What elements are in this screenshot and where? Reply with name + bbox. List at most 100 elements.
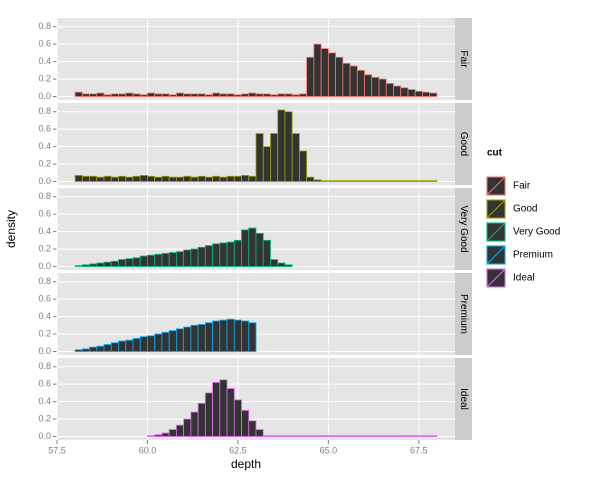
bar <box>277 109 286 182</box>
bar <box>103 261 112 267</box>
legend-key-slash <box>486 222 506 242</box>
bar <box>110 260 119 267</box>
bar <box>110 342 119 352</box>
bar <box>400 180 409 182</box>
bar <box>313 435 322 437</box>
bar <box>212 243 221 267</box>
bar <box>212 175 221 182</box>
bar <box>81 175 90 182</box>
y-tick-label: 0.4 <box>38 311 51 321</box>
bar <box>277 93 286 97</box>
bar <box>299 435 308 437</box>
x-tick-label: 67.5 <box>410 445 428 455</box>
bar <box>204 94 213 97</box>
y-tick-label: 0.8 <box>38 276 51 286</box>
bar <box>161 175 170 182</box>
bar <box>204 392 213 437</box>
bar <box>154 93 163 97</box>
bar <box>219 379 228 437</box>
bar <box>212 382 221 437</box>
bar <box>378 78 387 97</box>
bar <box>110 176 119 182</box>
bar <box>233 94 242 97</box>
bar <box>190 93 199 97</box>
bar <box>400 435 409 437</box>
bar <box>89 175 98 182</box>
bar <box>103 175 112 182</box>
bar <box>284 435 293 437</box>
bar <box>400 87 409 97</box>
bar <box>89 263 98 267</box>
bar <box>154 253 163 267</box>
bar <box>255 429 264 437</box>
legend-label: Premium <box>513 250 553 261</box>
bar <box>233 319 242 352</box>
bar <box>306 176 315 182</box>
legend-key-slash <box>486 268 506 288</box>
bar <box>147 254 156 267</box>
bar <box>74 265 83 267</box>
y-tick-label: 0.0 <box>38 431 51 441</box>
facet-strip <box>455 103 472 185</box>
bar <box>81 348 90 352</box>
bar <box>197 175 206 182</box>
bar <box>118 259 127 267</box>
bar <box>161 432 170 437</box>
bar <box>378 435 387 437</box>
bar <box>313 179 322 182</box>
bar <box>320 48 329 97</box>
y-tick-label: 0.0 <box>38 91 51 101</box>
bar <box>248 92 257 97</box>
bar <box>132 93 141 97</box>
bar <box>262 146 271 182</box>
bar <box>139 175 148 182</box>
bar <box>371 76 380 97</box>
y-tick-label: 0.0 <box>38 176 51 186</box>
bar <box>175 92 185 97</box>
y-tick-label: 0.4 <box>38 141 51 151</box>
bar <box>139 255 148 267</box>
bar <box>255 133 264 182</box>
bar <box>132 175 141 182</box>
bar <box>299 150 308 182</box>
bar <box>190 411 199 437</box>
bar <box>74 175 83 182</box>
bar <box>81 264 90 267</box>
bar <box>161 253 170 267</box>
bar <box>219 319 228 352</box>
legend-label: Very Good <box>513 227 560 238</box>
y-tick-label: 0.6 <box>38 379 51 389</box>
bar <box>327 52 337 97</box>
bar <box>342 435 351 437</box>
bar <box>284 111 293 182</box>
bar <box>226 388 235 437</box>
bar <box>284 93 293 97</box>
bar <box>262 93 271 97</box>
bar <box>385 435 394 437</box>
bar <box>270 133 279 182</box>
bar <box>255 232 264 267</box>
y-tick-label: 0.8 <box>38 361 51 371</box>
bar <box>125 258 134 267</box>
bar <box>183 93 192 97</box>
facet-label: Ideal <box>458 388 469 410</box>
bar <box>407 435 416 437</box>
bar <box>125 92 134 97</box>
bar <box>385 83 394 97</box>
legend-key-slash <box>486 245 506 265</box>
bar <box>378 180 387 182</box>
bar <box>125 339 134 352</box>
y-tick-label: 0.4 <box>38 226 51 236</box>
x-axis-label: depth <box>231 457 261 471</box>
bar <box>407 89 416 97</box>
bar <box>320 180 329 182</box>
bar <box>422 180 431 182</box>
x-tick-label: 60.0 <box>139 445 157 455</box>
bar <box>233 175 242 182</box>
facet-strip <box>455 188 472 270</box>
y-tick-label: 0.6 <box>38 294 51 304</box>
bar <box>118 93 127 97</box>
bar <box>147 435 156 437</box>
y-tick-label: 0.2 <box>38 73 51 83</box>
bar <box>168 252 177 267</box>
